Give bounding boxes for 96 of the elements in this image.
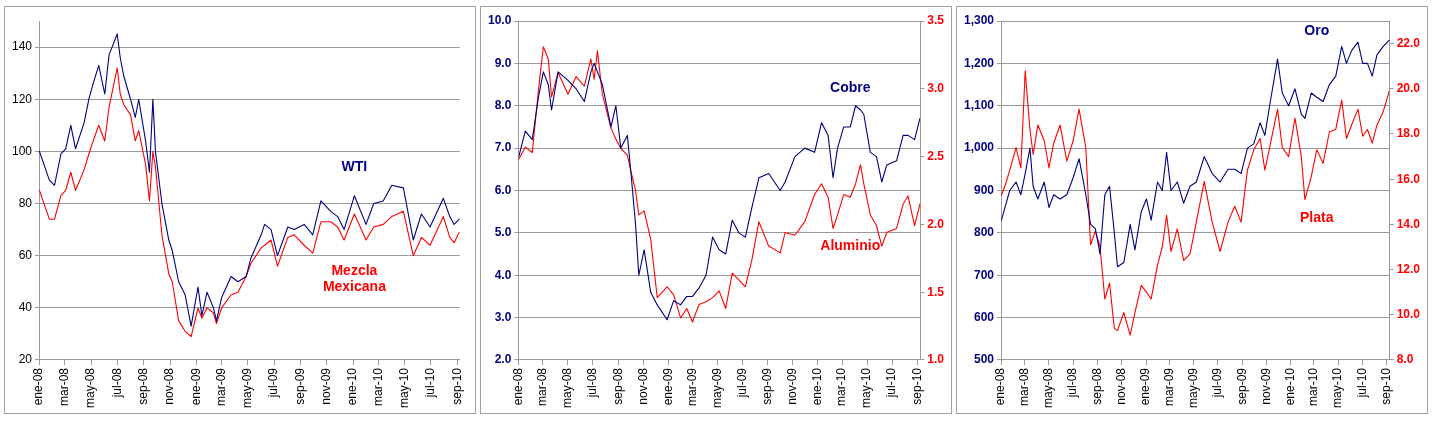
y-tick-label: 60 <box>18 248 33 262</box>
x-tick-label: ene-10 <box>810 367 825 406</box>
series-label: Cobre <box>830 78 871 95</box>
x-tick-label: mar-10 <box>834 367 849 406</box>
y2-tick-label: 2.5 <box>927 148 945 163</box>
x-tick-label: sep-08 <box>1090 367 1104 405</box>
x-tick-label: jul-09 <box>1210 367 1225 399</box>
x-tick-label: may-09 <box>240 367 255 408</box>
x-tick-label: mar-08 <box>1017 367 1032 406</box>
x-tick-label: ene-09 <box>660 367 675 406</box>
y-tick-label: 100 <box>11 143 33 158</box>
x-tick-label: mar-10 <box>370 367 385 406</box>
x-tick-label: jul-08 <box>585 367 600 399</box>
x-tick-label: mar-09 <box>213 367 228 406</box>
y-tick-label: 700 <box>974 267 995 282</box>
x-tick-label: sep-09 <box>760 367 775 405</box>
y-tick-label: 140 <box>11 39 33 54</box>
y2-tick-label: 3.5 <box>927 13 945 28</box>
x-tick-label: jul-10 <box>423 367 438 399</box>
y2-tick-label: 1.5 <box>927 284 945 299</box>
y-tick-label: 3.0 <box>494 309 512 324</box>
x-tick-label: may-10 <box>396 367 411 408</box>
x-tick-label: mar-08 <box>535 367 550 406</box>
y-tick-label: 20 <box>18 352 33 367</box>
x-tick-label: ene-09 <box>1138 367 1153 406</box>
y-tick-label: 10.0 <box>488 13 512 28</box>
y-tick-label: 500 <box>974 352 995 367</box>
y2-tick-label: 14.0 <box>1396 216 1421 231</box>
x-tick-label: may-08 <box>83 367 98 408</box>
x-tick-label: nov-08 <box>635 367 650 405</box>
y-tick-label: 2.0 <box>494 352 512 367</box>
y-tick-label: 6.0 <box>494 182 512 197</box>
series-label: Aluminio <box>820 237 881 254</box>
y-tick-label: 800 <box>974 225 995 240</box>
x-tick-label: sep-10 <box>1379 367 1394 405</box>
x-tick-label: sep-08 <box>136 367 151 405</box>
series-label: Oro <box>1304 22 1330 38</box>
x-tick-label: ene-08 <box>993 367 1008 406</box>
x-tick-label: jul-09 <box>266 367 281 399</box>
y2-tick-label: 12.0 <box>1396 261 1421 276</box>
x-tick-label: ene-10 <box>1282 367 1297 406</box>
y2-tick-label: 8.0 <box>1396 352 1414 367</box>
x-tick-label: ene-08 <box>31 367 46 406</box>
x-tick-label: jul-10 <box>1354 367 1369 399</box>
x-tick-label: ene-08 <box>510 367 525 406</box>
x-tick-label: nov-09 <box>319 367 334 405</box>
x-tick-label: mar-09 <box>1161 367 1176 406</box>
x-tick-label: may-10 <box>1330 367 1345 408</box>
x-tick-label: sep-09 <box>1234 367 1249 405</box>
x-tick-label: may-08 <box>560 367 575 408</box>
x-tick-label: mar-10 <box>1306 367 1321 406</box>
series-label: WTI <box>341 158 368 175</box>
x-tick-label: nov-09 <box>785 367 800 405</box>
y2-tick-label: 1.0 <box>927 352 945 367</box>
x-tick-label: sep-10 <box>449 367 464 405</box>
series-label: Plata <box>1300 208 1334 225</box>
y-tick-label: 900 <box>974 182 995 197</box>
y-tick-label: 80 <box>18 195 33 210</box>
x-tick-label: ene-10 <box>345 367 360 406</box>
x-tick-label: jul-08 <box>109 367 124 399</box>
series-label: Mezcla Mexicana <box>322 262 387 295</box>
y-tick-label: 7.0 <box>494 140 512 155</box>
y2-tick-label: 18.0 <box>1396 126 1421 141</box>
x-tick-label: mar-09 <box>684 367 699 406</box>
x-tick-label: nov-09 <box>1258 367 1273 405</box>
y-tick-label: 5.0 <box>494 225 512 240</box>
y-tick-label: 8.0 <box>494 98 512 113</box>
x-tick-label: sep-08 <box>610 367 625 405</box>
y-tick-label: 1,000 <box>964 140 995 155</box>
x-tick-label: sep-09 <box>293 367 308 405</box>
y2-tick-label: 2.0 <box>927 216 945 231</box>
y-tick-label: 120 <box>11 91 33 106</box>
y-tick-label: 600 <box>974 309 995 324</box>
y-tick-label: 4.0 <box>494 267 512 282</box>
x-tick-label: nov-08 <box>162 367 177 405</box>
y-tick-label: 9.0 <box>494 55 512 70</box>
x-tick-label: sep-10 <box>909 367 924 405</box>
x-tick-label: mar-08 <box>57 367 72 406</box>
y2-tick-label: 3.0 <box>927 81 945 96</box>
y-tick-label: 1,100 <box>964 98 995 113</box>
x-tick-label: jul-08 <box>1065 367 1080 399</box>
x-tick-label: ene-09 <box>188 367 203 406</box>
y2-tick-label: 10.0 <box>1396 307 1421 322</box>
x-tick-label: may-08 <box>1041 367 1056 408</box>
y-tick-label: 40 <box>18 300 33 315</box>
y-tick-label: 1,200 <box>964 55 995 70</box>
y2-tick-label: 20.0 <box>1396 81 1421 96</box>
x-tick-label: jul-10 <box>884 367 899 399</box>
x-tick-label: may-10 <box>859 367 874 408</box>
x-tick-label: may-09 <box>1185 367 1200 408</box>
y2-tick-label: 22.0 <box>1396 35 1421 50</box>
x-tick-label: may-09 <box>709 367 724 408</box>
y2-tick-label: 16.0 <box>1396 171 1421 186</box>
y-tick-label: 1,300 <box>964 13 995 28</box>
x-tick-label: jul-09 <box>734 367 749 399</box>
x-tick-label: nov-08 <box>1114 367 1129 405</box>
